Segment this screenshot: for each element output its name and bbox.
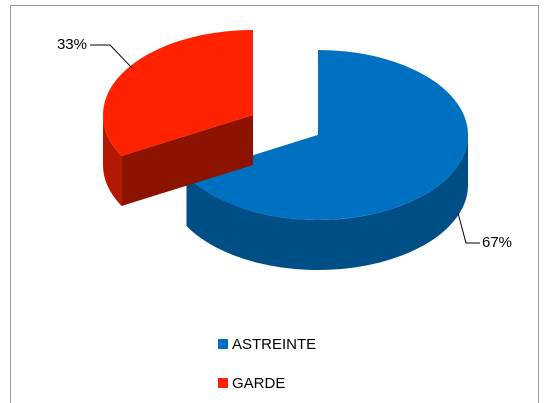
pie-slice [102, 30, 254, 206]
data-label: 67% [482, 234, 512, 251]
leader-line [90, 44, 133, 69]
pie-slice [186, 50, 469, 271]
leader-line [457, 212, 480, 244]
legend-swatch [218, 378, 228, 388]
legend-label: GARDE [232, 375, 285, 392]
slice-top [186, 50, 469, 220]
slice-top [102, 30, 254, 156]
data-label: 33% [57, 36, 87, 53]
slice-cut-face [121, 115, 253, 206]
pie: 67% 33% [57, 30, 512, 271]
legend: ASTREINTE GARDE [218, 336, 316, 392]
legend-label: ASTREINTE [232, 336, 316, 353]
legend-swatch [218, 339, 228, 349]
slice-side [186, 135, 468, 271]
slice-side [103, 115, 122, 206]
